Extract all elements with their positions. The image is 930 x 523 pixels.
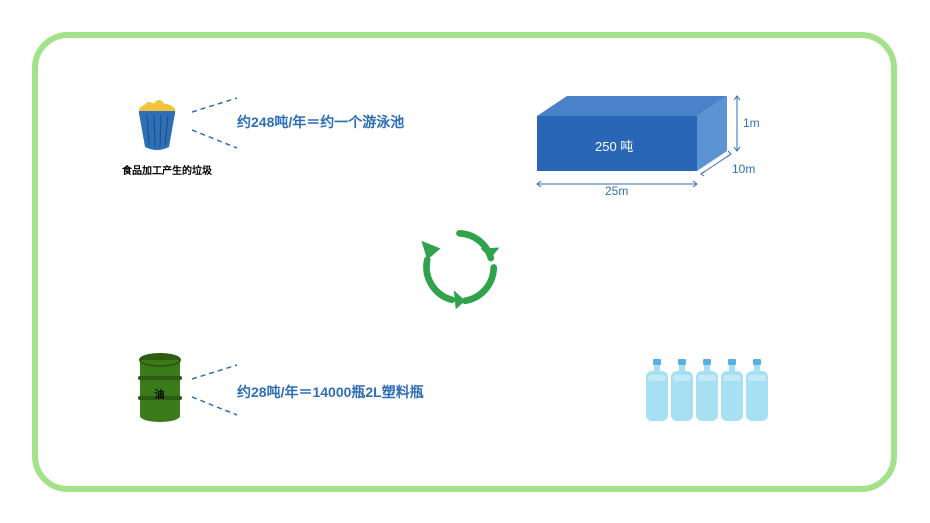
- stat-line-1: 约248吨/年＝约一个游泳池: [237, 112, 404, 132]
- recycle-icon: [412, 220, 507, 320]
- bottles-icon: [642, 357, 772, 427]
- oil-barrel-caption: 油: [155, 386, 165, 401]
- diagram-content: 食品加工产生的垃圾 约248吨/年＝约一个游泳池: [32, 32, 897, 492]
- pool-box-group: 250 吨 25m 10m 1m: [497, 84, 757, 209]
- trash-bin-caption: 食品加工产生的垃圾: [122, 162, 192, 177]
- box-depth-label: 10m: [732, 162, 755, 176]
- box-width-label: 25m: [605, 184, 628, 198]
- stat-line-2: 约28吨/年＝14000瓶2L塑料瓶: [237, 382, 424, 402]
- trash-bin-icon: [129, 97, 185, 153]
- box-height-label: 1m: [743, 116, 760, 130]
- box-center-label: 250 吨: [595, 136, 633, 155]
- oil-barrel-group: 油: [132, 352, 187, 429]
- bottles-group: [642, 357, 772, 432]
